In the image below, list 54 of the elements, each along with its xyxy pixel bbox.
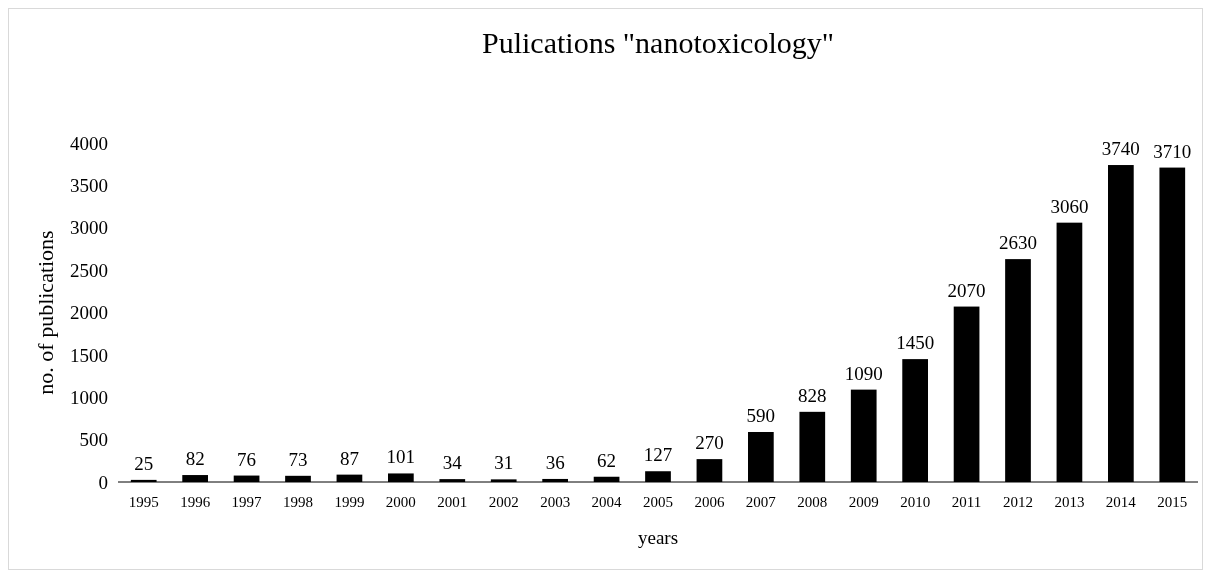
data-label: 73 xyxy=(288,448,308,470)
x-tick-label: 2003 xyxy=(540,494,571,510)
x-axis-title: years xyxy=(637,527,679,548)
y-tick-label: 1000 xyxy=(70,386,108,408)
y-tick-label: 3000 xyxy=(70,217,108,239)
data-label: 2630 xyxy=(999,232,1037,254)
y-tick-label: 2000 xyxy=(70,302,108,324)
y-tick-label: 0 xyxy=(98,471,108,493)
data-label: 3710 xyxy=(1153,140,1192,162)
data-label: 1450 xyxy=(896,332,935,354)
x-tick-label: 1997 xyxy=(231,494,263,510)
x-tick-label: 2005 xyxy=(643,494,673,510)
chart-title: Pulications "nanotoxicology" xyxy=(482,26,834,59)
x-tick-label: 2007 xyxy=(745,494,777,510)
data-label: 270 xyxy=(695,432,724,454)
x-tick-label: 1998 xyxy=(283,494,313,510)
x-tick-label: 2001 xyxy=(437,494,468,510)
data-label: 101 xyxy=(386,446,416,468)
x-tick-label: 1999 xyxy=(334,494,365,510)
data-label: 34 xyxy=(442,452,463,474)
data-label: 2070 xyxy=(947,279,986,301)
data-label: 3060 xyxy=(1050,195,1089,217)
data-label: 25 xyxy=(134,452,154,474)
x-tick-label: 2014 xyxy=(1105,494,1137,510)
x-tick-label: 2000 xyxy=(385,494,416,510)
x-tick-label: 2013 xyxy=(1054,494,1085,510)
x-tick-label: 2010 xyxy=(900,494,931,510)
x-tick-label: 1996 xyxy=(180,494,211,510)
x-tick-label: 2009 xyxy=(848,494,879,510)
data-label: 36 xyxy=(545,451,565,473)
data-label: 31 xyxy=(494,452,514,474)
y-axis-title: no. of publications xyxy=(33,230,58,395)
y-tick-label: 3500 xyxy=(70,175,108,197)
x-tick-label: 2011 xyxy=(951,494,982,510)
x-tick-label: 2015 xyxy=(1157,494,1188,510)
data-label: 1090 xyxy=(844,362,883,384)
y-tick-label: 2500 xyxy=(70,259,108,281)
x-tick-label: 1995 xyxy=(128,494,159,510)
x-tick-label: 2008 xyxy=(797,494,828,510)
x-tick-label: 2004 xyxy=(591,494,623,510)
x-tick-label: 2006 xyxy=(694,494,725,510)
x-tick-label: 2002 xyxy=(488,494,519,510)
data-label: 3740 xyxy=(1101,138,1140,160)
data-label: 127 xyxy=(643,444,673,466)
data-label: 828 xyxy=(798,384,827,406)
y-tick-label: 4000 xyxy=(70,132,108,154)
data-label: 76 xyxy=(237,448,257,470)
y-tick-label: 500 xyxy=(79,429,108,451)
x-tick-label: 2012 xyxy=(1003,494,1033,510)
data-label: 87 xyxy=(339,447,359,469)
y-tick-label: 1500 xyxy=(70,344,108,366)
data-label: 62 xyxy=(597,449,617,471)
data-label: 590 xyxy=(746,405,776,426)
data-label: 82 xyxy=(185,448,205,470)
